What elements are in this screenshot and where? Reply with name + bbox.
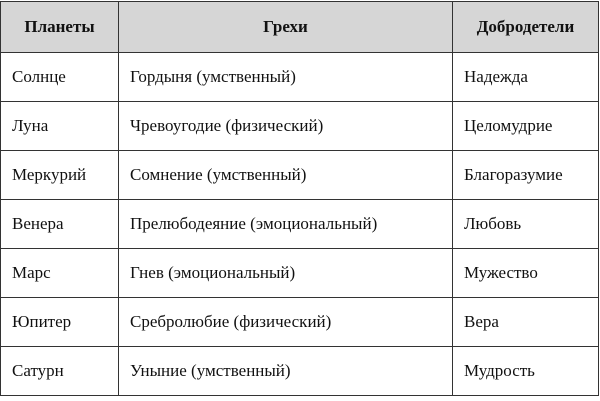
virtue-cell: Благоразумие (452, 150, 599, 200)
virtue-cell: Надежда (452, 52, 599, 102)
sin-cell: Прелюбодеяние (эмоциональный) (118, 199, 453, 249)
planet-cell: Юпитер (0, 297, 119, 347)
sin-cell: Гордыня (умственный) (118, 52, 453, 102)
table-row: Юпитер Сребролюбие (физический) Вера (0, 297, 599, 347)
table-row: Луна Чревоугодие (физический) Целомудрие (0, 101, 599, 151)
table-row: Марс Гнев (эмоциональный) Мужество (0, 248, 599, 298)
table-row: Солнце Гордыня (умственный) Надежда (0, 52, 599, 102)
planet-cell: Сатурн (0, 346, 119, 396)
virtue-cell: Вера (452, 297, 599, 347)
sin-cell: Гнев (эмоциональный) (118, 248, 453, 298)
virtue-cell: Мужество (452, 248, 599, 298)
virtue-cell: Целомудрие (452, 101, 599, 151)
sin-cell: Уныние (умственный) (118, 346, 453, 396)
virtue-cell: Мудрость (452, 346, 599, 396)
planet-cell: Венера (0, 199, 119, 249)
sin-cell: Чревоугодие (физический) (118, 101, 453, 151)
sin-cell: Сомнение (умственный) (118, 150, 453, 200)
virtue-cell: Любовь (452, 199, 599, 249)
planet-cell: Луна (0, 101, 119, 151)
header-virtues: Добродетели (452, 1, 599, 53)
planet-cell: Марс (0, 248, 119, 298)
planet-cell: Солнце (0, 52, 119, 102)
header-planets: Планеты (0, 1, 119, 53)
table-row: Венера Прелюбодеяние (эмоциональный) Любов… (0, 199, 599, 249)
header-row: Планеты Грехи Добродетели (0, 1, 599, 53)
table-row: Меркурий Сомнение (умственный) Благоразуми… (0, 150, 599, 200)
header-sins: Грехи (118, 1, 453, 53)
table-row: Сатурн Уныние (умственный) Мудрость (0, 346, 599, 396)
planet-cell: Меркурий (0, 150, 119, 200)
sin-cell: Сребролюбие (физический) (118, 297, 453, 347)
